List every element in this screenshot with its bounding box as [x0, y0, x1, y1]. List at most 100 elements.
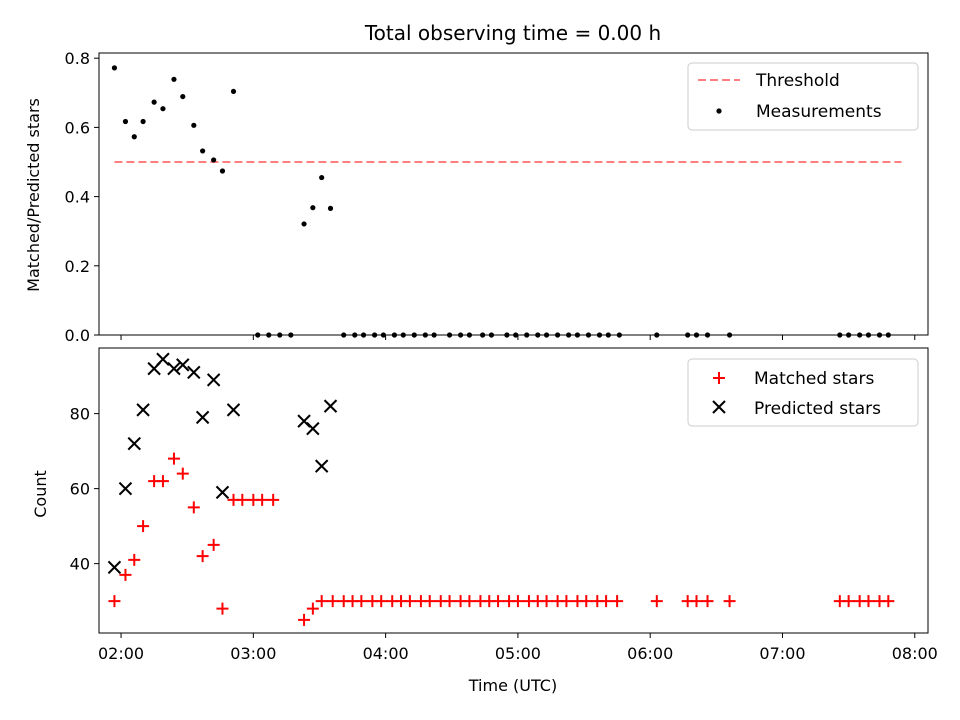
- top-legend-box: [687, 62, 919, 131]
- matched-star-point: [862, 595, 875, 608]
- bottom-x-tick-label: 06:00: [627, 644, 673, 663]
- predicted-star-point: [176, 358, 190, 372]
- matched-star-point: [375, 595, 388, 608]
- matched-star-point: [701, 595, 714, 608]
- matched-star-point: [580, 595, 593, 608]
- predicted-star-point: [156, 352, 170, 366]
- measurement-point: [111, 65, 118, 71]
- matched-star-point: [600, 595, 613, 608]
- bottom-y-tick-label: 40: [70, 555, 90, 574]
- predicted-star-stroke: [206, 373, 221, 387]
- bottom-y-tick-label: 60: [70, 480, 90, 499]
- matched-star-point: [256, 493, 269, 506]
- measurement-point: [131, 134, 137, 140]
- predicted-star-point: [127, 436, 141, 451]
- matched-star-point: [842, 595, 855, 608]
- matched-star-point: [216, 602, 229, 615]
- matched-star-point: [443, 595, 456, 608]
- bottom-y-axis-label: Count: [31, 470, 50, 518]
- predicted-star-point: [226, 403, 241, 417]
- predicted-star-point: [187, 365, 201, 380]
- matched-star-point: [196, 550, 209, 563]
- bottom-x-tick-label: 02:00: [98, 644, 144, 663]
- bottom-y-tick-label: 80: [70, 405, 90, 424]
- matched-star-point: [119, 568, 132, 581]
- matched-star-point: [723, 595, 736, 608]
- matched-star-point: [355, 595, 368, 608]
- measurement-point: [171, 76, 177, 82]
- measurement-point: [211, 157, 217, 163]
- measurement-point: [327, 205, 334, 211]
- predicted-star-stroke: [167, 361, 181, 376]
- predicted-star-stroke: [107, 560, 122, 575]
- measurement-point: [200, 148, 206, 154]
- matched-star-point: [463, 595, 476, 608]
- measurement-point: [310, 205, 316, 211]
- bottom-x-tick-label: 05:00: [495, 644, 541, 663]
- measurement-point: [140, 118, 146, 125]
- matched-star-point: [108, 595, 121, 608]
- top-y-tick-label: 0.2: [65, 257, 90, 276]
- top-legend: Threshold Measurements: [687, 62, 919, 131]
- bottom-x-tick-label: 03:00: [230, 644, 276, 663]
- top-y-tick-label: 0.0: [65, 326, 90, 345]
- matched-star-point: [403, 595, 416, 608]
- matched-star-point: [650, 595, 663, 608]
- top-y-axis-label: Matched/Predicted stars: [24, 98, 43, 292]
- bottom-x-axis-label: Time (UTC): [468, 676, 557, 695]
- measurement-point: [151, 99, 157, 105]
- predicted-star-stroke: [297, 414, 311, 428]
- matched-star-point: [298, 613, 311, 626]
- matched-star-point: [167, 452, 180, 465]
- matched-star-point: [492, 595, 505, 608]
- matched-star-point: [611, 595, 624, 608]
- matched-star-point: [128, 553, 141, 566]
- predicted-star-stroke: [226, 403, 241, 417]
- predicted-star-stroke: [136, 403, 150, 417]
- bottom-plot-marks: [107, 352, 895, 626]
- matched-legend-swatch: [713, 372, 725, 384]
- matched-star-point: [690, 595, 703, 608]
- matched-star-point: [326, 595, 339, 608]
- measurement-point: [219, 168, 226, 174]
- bottom-legend-box: [687, 358, 919, 427]
- matched-star-point: [236, 493, 249, 506]
- predicted-star-stroke: [306, 421, 320, 436]
- top-x-ticks: [120, 335, 916, 340]
- measurement-point: [122, 118, 129, 125]
- predicted-star-stroke: [323, 399, 338, 413]
- matched-star-point: [511, 595, 524, 608]
- predicted-star-stroke: [195, 410, 210, 425]
- top-y-ticks: 0.0 0.2 0.4 0.6 0.8: [65, 49, 99, 345]
- bottom-x-tick-label: 08:00: [892, 644, 938, 663]
- matched-star-point: [882, 595, 895, 608]
- matched-star-point: [540, 595, 553, 608]
- predicted-star-stroke: [187, 365, 201, 380]
- predicted-star-point: [136, 403, 150, 417]
- bottom-plot-frame: [98, 347, 929, 634]
- bottom-y-ticks: 40 60 80: [70, 405, 99, 574]
- predicted-star-point: [195, 410, 210, 425]
- predicted-star-stroke: [215, 485, 230, 500]
- top-chart-title: Total observing time = 0.00 h: [364, 21, 661, 45]
- top-y-tick-label: 0.6: [65, 118, 90, 137]
- measurement-point: [301, 221, 307, 227]
- predicted-star-point: [306, 421, 320, 436]
- matched-star-point: [137, 520, 150, 533]
- predicted-star-point: [167, 361, 181, 376]
- predicted-star-stroke: [127, 436, 141, 451]
- measurement-point: [191, 122, 197, 128]
- matched-star-point: [560, 595, 573, 608]
- predicted-star-point: [118, 481, 133, 496]
- matched-star-point: [187, 501, 200, 514]
- measurements-legend-swatch: [716, 108, 722, 114]
- legend-predicted-label: Predicted stars: [754, 399, 881, 419]
- predicted-legend-swatch: [712, 400, 726, 414]
- matched-star-point: [306, 602, 319, 615]
- predicted-star-stroke: [156, 352, 170, 366]
- measurement-point: [319, 174, 325, 181]
- predicted-star-point: [323, 399, 338, 413]
- measurement-point: [230, 88, 237, 95]
- predicted-star-stroke: [314, 459, 329, 473]
